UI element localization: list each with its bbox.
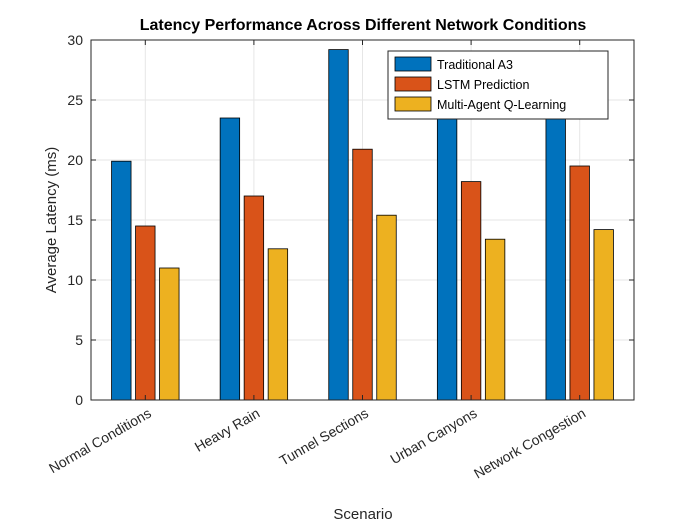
bar (159, 267, 180, 401)
bar (352, 148, 373, 401)
bar (436, 111, 458, 401)
bar (484, 238, 506, 401)
legend-label: LSTM Prediction (437, 78, 529, 92)
legend-label: Multi-Agent Q-Learning (437, 98, 566, 112)
y-tick-label: 15 (67, 212, 83, 228)
bar (219, 117, 241, 401)
bar (460, 181, 482, 401)
legend-swatch (394, 76, 432, 92)
legend: Traditional A3 LSTM Prediction Multi-Agent… (387, 50, 609, 120)
legend-label: Traditional A3 (437, 58, 513, 72)
y-tick-label: 10 (67, 272, 83, 288)
bar (376, 214, 397, 401)
x-axis-label: Scenario (333, 506, 392, 523)
bar (569, 165, 590, 401)
y-tick-label: 25 (67, 92, 83, 108)
y-tick-label: 30 (67, 32, 83, 48)
legend-swatch (394, 96, 432, 112)
axes (90, 39, 635, 401)
y-tick-label: 5 (75, 332, 83, 348)
y-axis-label: Average Latency (ms) (43, 147, 60, 293)
chart-title: Latency Performance Across Different Net… (140, 17, 587, 34)
bar (267, 248, 289, 401)
y-tick-label: 20 (67, 152, 83, 168)
bars (111, 49, 614, 401)
bar (243, 195, 265, 401)
bar (135, 225, 156, 401)
bar (545, 111, 566, 401)
y-tick-label: 0 (75, 392, 83, 408)
bar (593, 229, 614, 401)
bar (328, 49, 349, 401)
legend-swatch (394, 56, 432, 72)
bar (111, 160, 132, 401)
